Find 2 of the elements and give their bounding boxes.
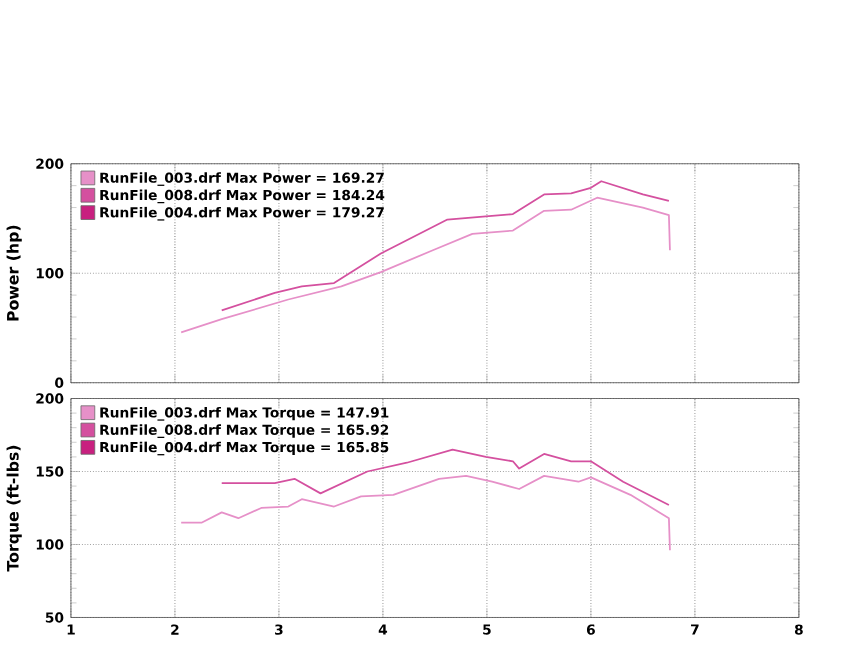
line-series <box>180 474 671 551</box>
line-series <box>220 179 670 311</box>
